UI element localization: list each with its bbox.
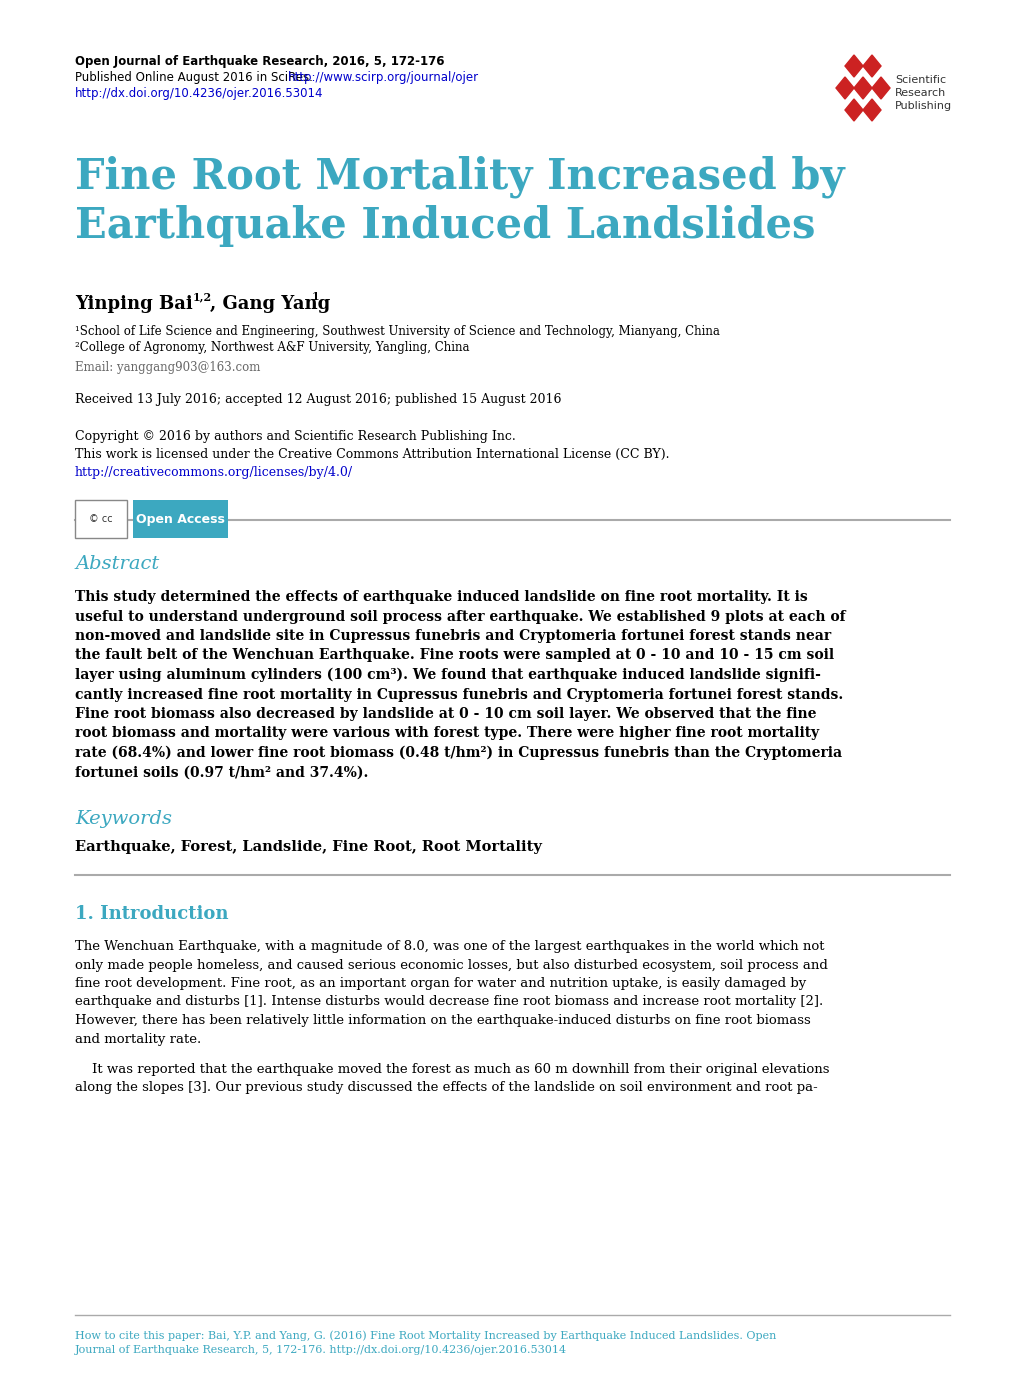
Text: This work is licensed under the Creative Commons Attribution International Licen: This work is licensed under the Creative… — [75, 448, 668, 461]
Text: non-moved and landslide site in Cupressus funebris and Cryptomeria fortunei fore: non-moved and landslide site in Cupressu… — [75, 628, 830, 644]
Text: Earthquake Induced Landslides: Earthquake Induced Landslides — [75, 205, 815, 246]
Text: , Gang Yang: , Gang Yang — [210, 295, 330, 313]
Text: Received 13 July 2016; accepted 12 August 2016; published 15 August 2016: Received 13 July 2016; accepted 12 Augus… — [75, 393, 560, 406]
Text: Keywords: Keywords — [75, 810, 172, 828]
Polygon shape — [871, 78, 890, 100]
Text: Yinping Bai: Yinping Bai — [75, 295, 193, 313]
Text: The Wenchuan Earthquake, with a magnitude of 8.0, was one of the largest earthqu: The Wenchuan Earthquake, with a magnitud… — [75, 940, 823, 954]
Polygon shape — [836, 78, 853, 100]
Text: It was reported that the earthquake moved the forest as much as 60 m downhill fr: It was reported that the earthquake move… — [75, 1063, 828, 1075]
Text: However, there has been relatively little information on the earthquake-induced : However, there has been relatively littl… — [75, 1014, 810, 1027]
Text: fortunei soils (0.97 t/hm² and 37.4%).: fortunei soils (0.97 t/hm² and 37.4%). — [75, 765, 368, 779]
Text: root biomass and mortality were various with forest type. There were higher fine: root biomass and mortality were various … — [75, 727, 818, 740]
Polygon shape — [862, 55, 880, 78]
Text: Journal of Earthquake Research, 5, 172-176. http://dx.doi.org/10.4236/ojer.2016.: Journal of Earthquake Research, 5, 172-1… — [75, 1345, 567, 1355]
Text: Copyright © 2016 by authors and Scientific Research Publishing Inc.: Copyright © 2016 by authors and Scientif… — [75, 430, 516, 443]
Polygon shape — [853, 78, 871, 100]
Text: © cc: © cc — [89, 513, 113, 525]
Text: Abstract: Abstract — [75, 555, 159, 573]
Text: Email: yanggang903@163.com: Email: yanggang903@163.com — [75, 361, 260, 374]
Text: layer using aluminum cylinders (100 cm³). We found that earthquake induced lands: layer using aluminum cylinders (100 cm³)… — [75, 668, 820, 682]
Text: along the slopes [3]. Our previous study discussed the effects of the landslide : along the slopes [3]. Our previous study… — [75, 1081, 817, 1095]
Text: Published Online August 2016 in SciRes.: Published Online August 2016 in SciRes. — [75, 71, 316, 84]
Text: Earthquake, Forest, Landslide, Fine Root, Root Mortality: Earthquake, Forest, Landslide, Fine Root… — [75, 840, 541, 854]
Text: cantly increased fine root mortality in Cupressus funebris and Cryptomeria fortu: cantly increased fine root mortality in … — [75, 688, 843, 702]
Text: fine root development. Fine root, as an important organ for water and nutrition : fine root development. Fine root, as an … — [75, 977, 805, 990]
Text: only made people homeless, and caused serious economic losses, but also disturbe: only made people homeless, and caused se… — [75, 959, 827, 972]
Text: This study determined the effects of earthquake induced landslide on fine root m: This study determined the effects of ear… — [75, 590, 807, 603]
Text: Fine Root Mortality Increased by: Fine Root Mortality Increased by — [75, 155, 844, 198]
Text: 1,2: 1,2 — [193, 291, 212, 302]
Text: 1. Introduction: 1. Introduction — [75, 905, 228, 923]
Text: Open Access: Open Access — [136, 512, 224, 526]
Bar — [132, 500, 228, 538]
Text: Open Journal of Earthquake Research, 2016, 5, 172-176: Open Journal of Earthquake Research, 201… — [75, 55, 444, 68]
Text: ¹School of Life Science and Engineering, Southwest University of Science and Tec: ¹School of Life Science and Engineering,… — [75, 325, 719, 338]
Text: the fault belt of the Wenchuan Earthquake. Fine roots were sampled at 0 - 10 and: the fault belt of the Wenchuan Earthquak… — [75, 649, 834, 663]
Text: rate (68.4%) and lower fine root biomass (0.48 t/hm²) in Cupressus funebris than: rate (68.4%) and lower fine root biomass… — [75, 746, 842, 760]
Text: How to cite this paper: Bai, Y.P. and Yang, G. (2016) Fine Root Mortality Increa: How to cite this paper: Bai, Y.P. and Ya… — [75, 1330, 775, 1341]
Text: and mortality rate.: and mortality rate. — [75, 1032, 201, 1045]
Text: earthquake and disturbs [1]. Intense disturbs would decrease fine root biomass a: earthquake and disturbs [1]. Intense dis… — [75, 995, 822, 1009]
Text: ²College of Agronomy, Northwest A&F University, Yangling, China: ²College of Agronomy, Northwest A&F Univ… — [75, 340, 469, 354]
Text: http://creativecommons.org/licenses/by/4.0/: http://creativecommons.org/licenses/by/4… — [75, 466, 353, 479]
Text: Fine root biomass also decreased by landslide at 0 - 10 cm soil layer. We observ: Fine root biomass also decreased by land… — [75, 707, 815, 721]
Text: http://dx.doi.org/10.4236/ojer.2016.53014: http://dx.doi.org/10.4236/ojer.2016.5301… — [75, 87, 323, 100]
Text: 1: 1 — [312, 291, 319, 302]
Bar — [75, 500, 127, 538]
Text: http://www.scirp.org/journal/ojer: http://www.scirp.org/journal/ojer — [287, 71, 479, 84]
Polygon shape — [862, 100, 880, 120]
Polygon shape — [844, 100, 862, 120]
Polygon shape — [844, 55, 862, 78]
Text: Scientific
Research
Publishing: Scientific Research Publishing — [894, 75, 951, 111]
Text: useful to understand underground soil process after earthquake. We established 9: useful to understand underground soil pr… — [75, 609, 845, 624]
